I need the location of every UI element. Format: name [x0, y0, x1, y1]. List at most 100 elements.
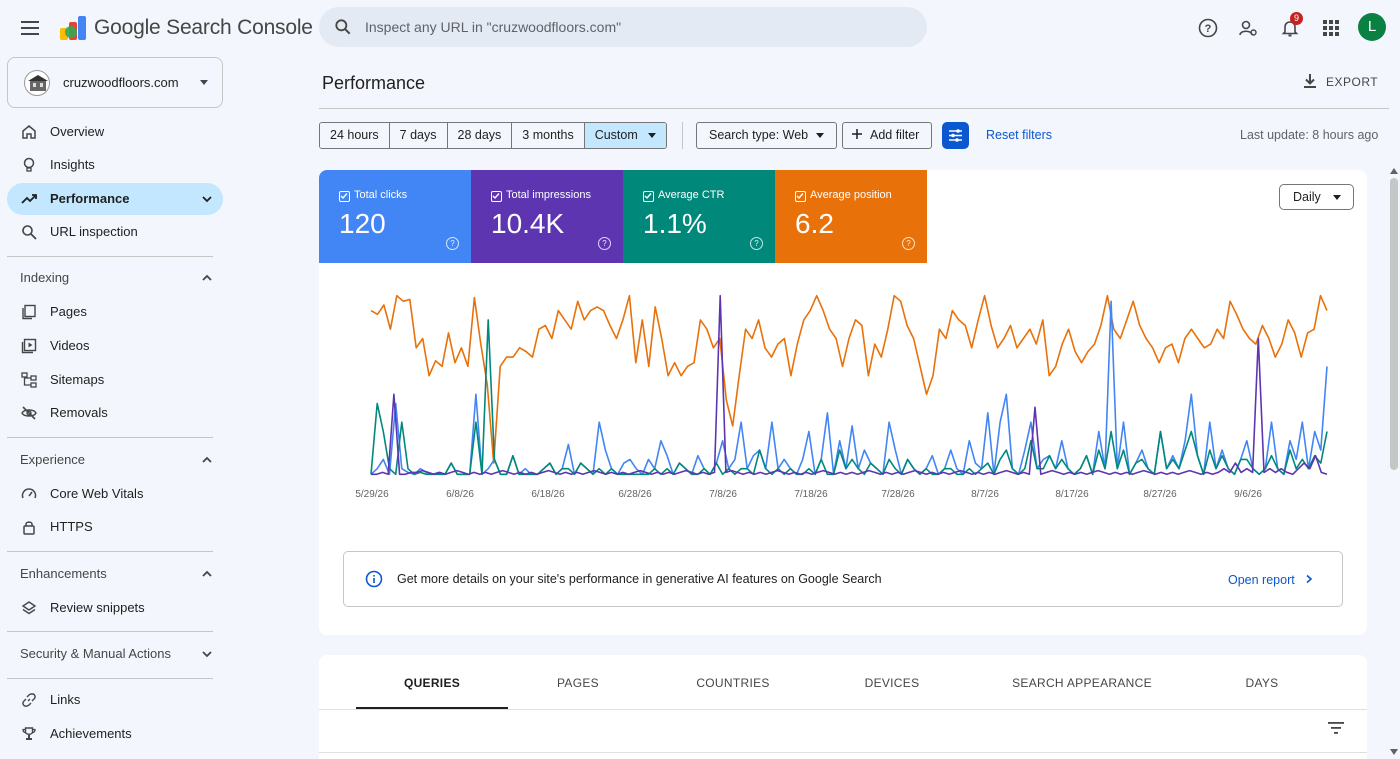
- sidebar-item-label: Core Web Vitals: [50, 486, 144, 501]
- table-header-divider: [319, 752, 1367, 753]
- sidebar-item-label: Sitemaps: [50, 372, 105, 387]
- sidebar-divider: [7, 678, 213, 679]
- sidebar-item-achievements[interactable]: Achievements: [7, 718, 223, 750]
- search-type-filter[interactable]: Search type: Web: [696, 122, 838, 149]
- tab-countries[interactable]: COUNTRIES: [696, 676, 770, 690]
- help-icon[interactable]: ?: [598, 237, 611, 250]
- trophy-icon: [22, 727, 36, 740]
- chevron-up-icon: [202, 570, 212, 577]
- metric-total-impressions[interactable]: Total impressions 10.4K ?: [471, 170, 623, 263]
- help-icon[interactable]: ?: [902, 237, 915, 250]
- checkbox-icon: [339, 191, 350, 202]
- sidebar-section-security[interactable]: Security & Manual Actions: [7, 638, 223, 670]
- sidebar-item-label: Performance: [50, 191, 130, 206]
- export-label[interactable]: EXPORT: [1326, 75, 1379, 89]
- reset-filters-link[interactable]: Reset filters: [986, 128, 1052, 142]
- granularity-label[interactable]: Daily: [1293, 190, 1321, 204]
- sidebar-section-indexing[interactable]: Indexing: [7, 262, 223, 294]
- x-tick-label: 6/18/26: [531, 489, 565, 500]
- sidebar-section-enhancements[interactable]: Enhancements: [7, 558, 223, 590]
- sidebar-item-url-inspection[interactable]: URL inspection: [7, 216, 223, 248]
- range-28-days[interactable]: 28 days: [447, 123, 513, 148]
- trending-up-icon: [21, 194, 37, 204]
- sidebar-item-pages[interactable]: Pages: [7, 296, 223, 328]
- sidebar-item-label: HTTPS: [50, 519, 93, 534]
- filter-list-icon[interactable]: [1327, 720, 1345, 736]
- search-console-logo[interactable]: [58, 14, 88, 42]
- link-icon: [22, 693, 36, 707]
- tab-queries[interactable]: QUERIES: [403, 676, 461, 690]
- sidebar-item-https[interactable]: HTTPS: [7, 511, 223, 543]
- product-name[interactable]: Google Search Console: [94, 16, 313, 39]
- sidebar-divider: [7, 437, 213, 438]
- sidebar-item-insights[interactable]: Insights: [7, 149, 223, 181]
- scrollbar-thumb[interactable]: [1390, 178, 1398, 470]
- x-tick-label: 7/28/26: [881, 489, 915, 500]
- sidebar-item-removals[interactable]: Removals: [7, 397, 223, 429]
- video-icon: [21, 338, 37, 354]
- sidebar-divider: [7, 631, 213, 632]
- sidebar-item-core-web-vitals[interactable]: Core Web Vitals: [7, 478, 223, 510]
- sidebar-section-experience[interactable]: Experience: [7, 444, 223, 476]
- section-title: Experience: [20, 452, 86, 467]
- url-inspection-search[interactable]: [319, 7, 927, 47]
- chevron-right-icon[interactable]: [1304, 574, 1314, 584]
- help-button[interactable]: ?: [1196, 16, 1220, 40]
- sidebar-item-label: Removals: [50, 405, 108, 420]
- sidebar-item-links[interactable]: Links: [7, 684, 223, 716]
- granularity-select[interactable]: [1279, 184, 1354, 210]
- range-custom-label: Custom: [594, 128, 638, 142]
- sidebar-item-sitemaps[interactable]: Sitemaps: [7, 364, 223, 396]
- ai-features-banner: [343, 551, 1343, 607]
- range-3-months[interactable]: 3 months: [512, 123, 585, 148]
- page-title: Performance: [322, 73, 426, 93]
- search-input[interactable]: [365, 7, 905, 47]
- export-button[interactable]: [1296, 66, 1386, 98]
- range-custom[interactable]: Custom: [584, 123, 666, 148]
- section-title: Enhancements: [20, 566, 107, 581]
- main-menu-button[interactable]: [18, 16, 42, 40]
- tab-pages[interactable]: PAGES: [557, 676, 599, 690]
- sidebar-item-review-snippets[interactable]: Review snippets: [7, 592, 223, 624]
- tab-days[interactable]: DAYS: [1245, 676, 1279, 690]
- performance-line-chart[interactable]: [319, 270, 1367, 510]
- range-24-hours[interactable]: 24 hours: [320, 123, 390, 148]
- help-icon[interactable]: ?: [446, 237, 459, 250]
- chevron-down-icon[interactable]: [201, 193, 213, 205]
- filter-settings-button[interactable]: [942, 122, 969, 149]
- x-tick-label: 8/17/26: [1055, 489, 1089, 500]
- chevron-up-icon: [202, 274, 212, 281]
- checkbox-icon: [491, 191, 502, 202]
- x-tick-label: 7/8/26: [709, 489, 737, 500]
- toolbar-separator: [682, 122, 683, 149]
- info-icon: [365, 570, 383, 588]
- page-scrollbar[interactable]: [1388, 166, 1400, 759]
- apps-button[interactable]: [1319, 16, 1343, 40]
- add-filter-button[interactable]: Add filter: [842, 122, 933, 149]
- tabs-divider: [319, 709, 1367, 710]
- metric-average-position[interactable]: Average position 6.2 ?: [775, 170, 927, 263]
- metric-average-ctr[interactable]: Average CTR 1.1% ?: [623, 170, 775, 263]
- metric-total-clicks[interactable]: Total clicks 120 ?: [319, 170, 471, 263]
- range-7-days[interactable]: 7 days: [389, 123, 448, 148]
- manage-users-button[interactable]: [1236, 16, 1260, 40]
- open-report-link[interactable]: Open report: [1228, 573, 1295, 587]
- top-bar: Google Search Console ? 9 L: [0, 0, 1400, 56]
- series-line-average-ctr: [370, 319, 1328, 476]
- x-tick-label: 6/8/26: [446, 489, 474, 500]
- property-selector[interactable]: cruzwoodfloors.com: [7, 57, 223, 108]
- account-avatar[interactable]: L: [1358, 13, 1386, 41]
- sidebar-item-videos[interactable]: Videos: [7, 330, 223, 362]
- sidebar-item-label: Links: [50, 692, 81, 707]
- tab-search-appearance[interactable]: SEARCH APPEARANCE: [1012, 676, 1152, 690]
- chevron-up-icon: [202, 456, 212, 463]
- tab-devices[interactable]: DEVICES: [864, 676, 920, 690]
- checkbox-icon: [795, 191, 806, 202]
- sidebar-item-label: Achievements: [50, 726, 132, 741]
- sidebar-item-overview[interactable]: Overview: [7, 116, 223, 148]
- sitemap-icon: [21, 372, 37, 388]
- sidebar-item-performance[interactable]: Performance: [7, 183, 223, 215]
- caret-down-icon: [200, 80, 208, 85]
- help-icon[interactable]: ?: [750, 237, 763, 250]
- metric-value: 6.2: [795, 208, 834, 239]
